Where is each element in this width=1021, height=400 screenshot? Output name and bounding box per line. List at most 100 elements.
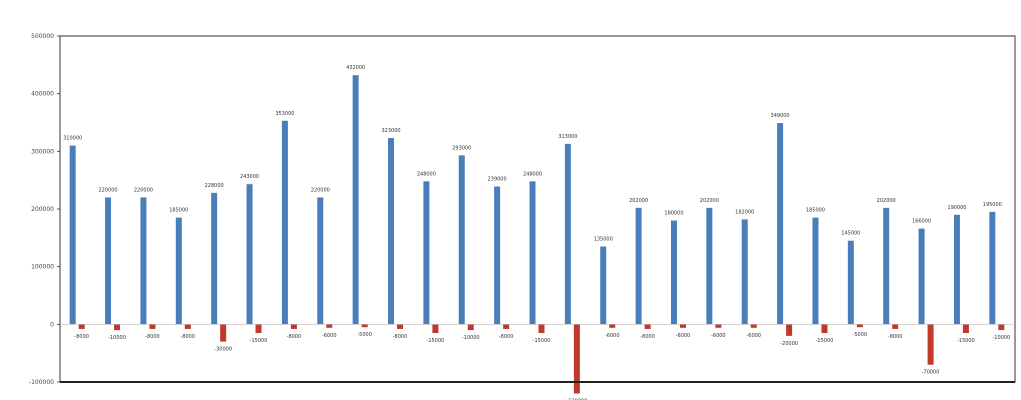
bar-data-label: 220000 [311, 187, 330, 193]
bar-negative [538, 324, 545, 333]
bar-negative [786, 324, 793, 336]
bar-data-label: 349000 [771, 113, 790, 119]
bar-positive [918, 228, 925, 325]
y-tick-label: 0 [50, 321, 54, 328]
bar-negative [679, 324, 686, 328]
bar-positive [211, 192, 218, 325]
bar-data-label: -10000 [462, 335, 480, 341]
bar-negative [856, 324, 863, 328]
bar-positive [69, 145, 76, 325]
bar-data-label: 135000 [594, 236, 613, 242]
bar-positive [317, 197, 324, 325]
bar-negative [644, 324, 651, 329]
bar-data-label: -6000 [711, 333, 726, 339]
bar-positive [529, 181, 536, 325]
bar-negative [962, 324, 969, 333]
bar-data-label: -6000 [746, 333, 761, 339]
bar-negative [998, 324, 1005, 331]
bar-data-label: 220000 [99, 187, 118, 193]
bar-data-label: 353000 [275, 111, 294, 117]
bar-data-label: 248000 [417, 171, 436, 177]
y-tick-label: 500000 [31, 33, 54, 40]
bar-positive [883, 207, 890, 325]
bar-positive [352, 75, 359, 325]
bar-data-label: 228000 [205, 183, 224, 189]
bar-negative [432, 324, 439, 333]
bar-negative [609, 324, 616, 328]
bar-data-label: 248000 [523, 171, 542, 177]
bar-negative [114, 324, 121, 331]
bar-negative [821, 324, 828, 333]
bar-data-label: 220000 [134, 187, 153, 193]
bar-data-label: -5000 [853, 332, 868, 338]
bar-negative [361, 324, 368, 328]
bar-data-label: -70000 [922, 370, 940, 376]
bar-negative [326, 324, 333, 328]
bar-negative [892, 324, 899, 329]
bar-data-label: -10000 [992, 335, 1010, 341]
bar-positive [847, 240, 854, 325]
bar-data-label: -15000 [533, 338, 551, 344]
y-tick-label: 400000 [31, 91, 54, 98]
bar-data-label: 182000 [735, 209, 754, 215]
y-tick-label: 100000 [31, 264, 54, 271]
bar-negative [750, 324, 757, 328]
bar-positive [812, 217, 819, 325]
bar-positive [670, 220, 677, 325]
bar-negative [573, 324, 580, 394]
bar-positive [741, 219, 748, 325]
bar-data-label: 310000 [63, 136, 82, 142]
bar-data-label: -30000 [214, 347, 232, 353]
bar-positive [458, 155, 465, 325]
bars-group [69, 75, 1005, 394]
bar-positive [989, 211, 996, 325]
bar-data-label: 185000 [169, 208, 188, 214]
bar-data-label: 190000 [947, 205, 966, 211]
bar-data-label: -8000 [287, 334, 302, 340]
bar-data-label: -8000 [145, 334, 160, 340]
bar-data-label: 202000 [877, 198, 896, 204]
bar-negative [78, 324, 85, 329]
bar-positive [635, 207, 642, 325]
bar-data-label: -8000 [888, 334, 903, 340]
bar-positive [281, 120, 288, 325]
bar-negative [220, 324, 227, 342]
bar-data-label: 180000 [664, 211, 683, 217]
bar-negative [927, 324, 934, 365]
bar-data-label: -20000 [780, 341, 798, 347]
bar-data-label: -15000 [816, 338, 834, 344]
bar-negative [255, 324, 262, 333]
bar-data-label: -15000 [957, 338, 975, 344]
bar-data-label: 323000 [381, 128, 400, 134]
bar-data-label: -8000 [181, 334, 196, 340]
bar-positive [246, 184, 253, 325]
y-tick-label: -100000 [29, 379, 54, 386]
bar-positive [175, 217, 182, 325]
bar-data-label: -120000 [566, 399, 587, 400]
bar-data-label: 166000 [912, 219, 931, 225]
bar-negative [715, 324, 722, 328]
bar-data-label: -8000 [499, 334, 514, 340]
bar-data-label: 195000 [983, 202, 1002, 208]
bar-data-label: 243000 [240, 174, 259, 180]
bar-data-label: 145000 [841, 231, 860, 237]
bar-data-label: -15000 [250, 338, 268, 344]
bar-positive [564, 143, 571, 325]
y-axis: 500000 400000 300000 200000 100000 0 -100000 [29, 33, 60, 386]
bar-negative [503, 324, 510, 329]
bar-data-label: -6000 [676, 333, 691, 339]
bar-data-label: -10000 [108, 335, 126, 341]
y-tick-label: 200000 [31, 206, 54, 213]
bar-positive [600, 246, 607, 325]
bar-positive [706, 207, 713, 325]
bar-positive [953, 214, 960, 325]
bar-data-label: 293000 [452, 145, 471, 151]
bar-negative [397, 324, 404, 329]
bar-data-label: -15000 [427, 338, 445, 344]
bar-data-label: -8000 [640, 334, 655, 340]
bar-data-label: 432000 [346, 65, 365, 71]
bar-data-label: -6000 [605, 333, 620, 339]
bar-data-label: -8000 [74, 334, 89, 340]
bar-positive [388, 138, 395, 325]
